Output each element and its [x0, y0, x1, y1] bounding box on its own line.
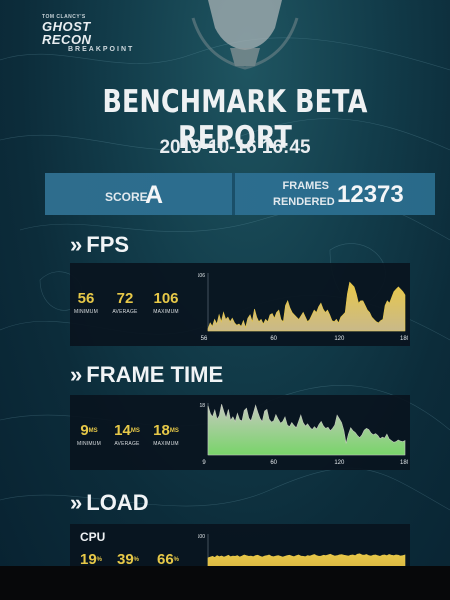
cpu-min-number: 19 [79, 551, 97, 568]
logo-line-2: GHOST RECON [42, 19, 92, 47]
page-title: BENCHMARK BETA REPORT [102, 84, 368, 156]
score-value: A [145, 181, 164, 209]
load-title-text: LOAD [86, 490, 149, 515]
frames-label-line-1: FRAMES [282, 180, 329, 192]
cpu-max-number: 66 [156, 551, 174, 568]
cpu-min-unit: % [96, 557, 103, 563]
frametime-min-caption: MINIMUM [77, 441, 101, 447]
frametime-section-title: » FRAME TIME [70, 362, 223, 388]
series-area [207, 404, 406, 456]
frametime-min-value: 9MS [76, 423, 102, 439]
summary-divider [232, 173, 235, 215]
frametime-max-stat: 18MS MAXIMUM [150, 423, 182, 448]
skull-emblem [191, 0, 299, 70]
frames-rendered-value: 12373 [337, 181, 404, 208]
fps-min-caption: MINIMUM [74, 309, 98, 315]
cpu-label: CPU [80, 530, 106, 544]
x-tick-label: 60 [270, 336, 277, 342]
fps-max-stat: 106 MAXIMUM [150, 290, 182, 316]
fps-avg-value: 72 [116, 290, 134, 307]
frametime-title-text: FRAME TIME [86, 362, 224, 387]
fps-avg-stat: 72 AVERAGE [110, 290, 140, 316]
series-area [207, 553, 406, 571]
y-top-label: 100 [198, 534, 205, 540]
x-tick-label: 120 [334, 460, 345, 466]
frametime-max-number: 18 [153, 422, 170, 439]
load-panel: CPU 19% 39% 66% 100 [70, 524, 410, 574]
series-area [207, 281, 406, 332]
frametime-avg-number: 14 [114, 422, 131, 439]
x-tick-label: 180 [400, 336, 408, 342]
frametime-avg-unit: MS [130, 428, 140, 434]
cpu-avg-stat: 39% [114, 552, 142, 568]
summary-bar: SCORE A FRAMES RENDERED 12373 [45, 173, 435, 215]
frametime-avg-value: 14MS [112, 423, 142, 439]
report-datetime: 2019-10-16 16:45 [159, 137, 311, 158]
logo-line-3: BREAKPOINT [68, 46, 135, 53]
frametime-panel: 9MS MINIMUM 14MS AVERAGE 18MS MAXIMUM 18… [70, 395, 410, 470]
frametime-avg-stat: 14MS AVERAGE [112, 423, 142, 448]
frametime-max-caption: MAXIMUM [153, 441, 179, 447]
logo-line-1: TOM CLANCY'S [42, 14, 86, 20]
frametime-min-unit: MS [88, 428, 98, 434]
load-section-title: » LOAD [70, 490, 149, 516]
x-tick-label: 180 [400, 460, 408, 466]
game-logo: TOM CLANCY'S GHOST RECON BREAKPOINT [42, 14, 142, 54]
frametime-chart: 18 9 60 120 180 [199, 403, 408, 466]
y-bottom-label: 56 [201, 336, 208, 342]
cpu-avg-number: 39 [116, 551, 134, 568]
fps-section-title: » FPS [70, 232, 129, 258]
frametime-min-stat: 9MS MINIMUM [76, 423, 102, 448]
chevron-right-icon: » [70, 232, 82, 257]
chevron-right-icon: » [70, 362, 82, 387]
cpu-max-value: 66% [154, 552, 182, 568]
cpu-avg-value: 39% [114, 552, 142, 568]
cpu-max-unit: % [173, 557, 180, 563]
cpu-min-value: 19% [78, 552, 104, 568]
frametime-max-value: 18MS [150, 423, 182, 439]
y-bottom-label: 9 [202, 460, 206, 466]
fps-panel: 56 MINIMUM 72 AVERAGE 106 MAXIMUM 106 56 6… [70, 263, 410, 346]
fps-max-value: 106 [153, 290, 179, 307]
cpu-max-stat: 66% [154, 552, 182, 568]
y-top-label: 18 [199, 403, 205, 409]
cpu-avg-unit: % [133, 557, 140, 563]
fps-avg-caption: AVERAGE [112, 309, 138, 315]
frametime-min-number: 9 [80, 422, 89, 439]
fps-min-value: 56 [77, 290, 95, 307]
fps-min-stat: 56 MINIMUM [72, 290, 100, 316]
frames-label-line-2: RENDERED [273, 196, 335, 208]
screen-bezel [0, 566, 450, 600]
fps-chart: 106 56 60 120 180 [198, 273, 408, 342]
score-label: SCORE [105, 190, 148, 204]
chevron-right-icon: » [70, 490, 82, 515]
fps-title-text: FPS [86, 232, 130, 257]
y-top-label: 106 [198, 273, 205, 279]
fps-max-caption: MAXIMUM [153, 309, 179, 315]
frametime-avg-caption: AVERAGE [114, 441, 140, 447]
x-tick-label: 120 [334, 336, 345, 342]
frames-rendered-label: FRAMES RENDERED [273, 178, 335, 210]
x-tick-label: 60 [270, 460, 277, 466]
cpu-min-stat: 19% [78, 552, 104, 568]
frametime-max-unit: MS [169, 428, 179, 434]
